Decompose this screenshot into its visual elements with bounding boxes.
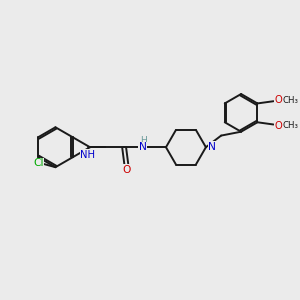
- Text: N: N: [139, 142, 147, 152]
- Text: O: O: [122, 165, 130, 175]
- Text: N: N: [208, 142, 216, 152]
- Text: NH: NH: [80, 150, 95, 160]
- Text: O: O: [274, 95, 282, 105]
- Text: H: H: [140, 136, 147, 145]
- Text: O: O: [274, 121, 282, 130]
- Text: CH₃: CH₃: [282, 96, 298, 105]
- Text: CH₃: CH₃: [282, 121, 298, 130]
- Text: Cl: Cl: [33, 158, 44, 168]
